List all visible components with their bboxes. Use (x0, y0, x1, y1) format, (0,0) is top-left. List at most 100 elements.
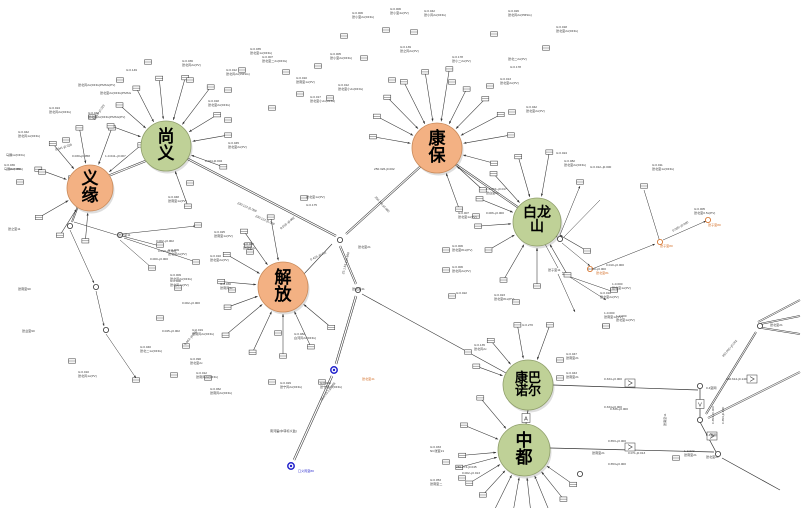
terminal-node-orange (587, 265, 594, 272)
transformer-symbol (513, 322, 522, 328)
transformer-symbol (442, 459, 450, 465)
edge (243, 231, 268, 266)
transformer-symbol (373, 113, 381, 119)
edge-label: G:0.036 张北风2x(PV) (182, 59, 201, 67)
transformer-symbol (388, 77, 396, 83)
flow-direction-marker (746, 374, 758, 384)
edge-label: 1-0.000 张北变1x(PV) (612, 282, 631, 290)
hub-node-中都[interactable] (497, 423, 552, 479)
edge-label: 张南变21 (592, 451, 605, 455)
transformer-symbol (610, 287, 618, 293)
edge-label: G:0.013 张北变2x(PV) (500, 77, 519, 85)
hub-node-康保[interactable] (411, 122, 464, 176)
edge-label: G:0.019 张南风2x(DFIG) (192, 328, 214, 336)
edge-label: G:0.026 张北风2x(PMSG) (508, 9, 532, 17)
transformer-symbol (48, 141, 57, 147)
transformer-symbol (421, 69, 429, 75)
edge (534, 475, 549, 508)
edge (292, 375, 332, 460)
transformer-symbol (266, 214, 275, 220)
edge-label: G:0.008 张北风1x(PV) (170, 279, 189, 287)
edge-label: G:0.043 张南变21 (566, 371, 579, 379)
edge-label: G:0.022 (456, 291, 468, 295)
edge (557, 273, 576, 313)
transformer-symbol (81, 238, 90, 244)
transformer-symbol (155, 75, 163, 81)
edge (226, 254, 260, 274)
edge-label: 0.010~j0.000 (158, 249, 176, 253)
edge-label: G:0.029 张宁风2x(DFIG) (280, 381, 302, 389)
edge-label: 0.030+j0.058 (72, 154, 90, 158)
edge (662, 220, 707, 241)
edge-label: 口义周变80 (298, 469, 314, 473)
edge (387, 97, 419, 129)
hub-node-解放[interactable] (257, 261, 310, 315)
transformer-symbol (224, 132, 232, 138)
edge (517, 156, 531, 198)
terminal-node-blue (330, 366, 338, 374)
edge (759, 315, 800, 324)
transformer-symbol (462, 86, 471, 92)
transformer-symbol (512, 299, 520, 305)
transformer-symbol (489, 171, 498, 177)
edge (108, 160, 149, 177)
transformer-symbol (268, 379, 276, 385)
junction-node (93, 283, 100, 290)
edge (225, 304, 263, 336)
node-layer: AV (16, 27, 764, 502)
edge (561, 242, 591, 267)
edge (192, 134, 229, 142)
edge (71, 205, 78, 222)
edge (361, 293, 507, 374)
transformer-symbol (479, 492, 487, 498)
transformer-symbol (455, 464, 464, 470)
hub-node-尚义[interactable] (140, 120, 193, 174)
transformer-symbol (496, 111, 505, 117)
transformer-symbol (542, 45, 550, 51)
hub-node-义缘[interactable] (66, 164, 115, 214)
transformer-symbol (533, 283, 541, 289)
transformer-symbol (192, 259, 200, 265)
flow-direction-marker (624, 442, 636, 452)
transformer-symbol (490, 160, 498, 166)
edge (513, 477, 520, 508)
transformer-symbol (296, 91, 304, 97)
transformer-symbol (360, 55, 368, 61)
transformer-symbol (460, 422, 468, 428)
flow-direction-marker (706, 431, 718, 441)
edge (227, 295, 258, 308)
terminal-node-orange (705, 216, 712, 223)
edge (123, 237, 197, 263)
edge-label: 张南变90 (18, 287, 31, 291)
terminal-node-blue (287, 462, 295, 470)
edge (488, 234, 515, 251)
edge-label: G:0.149 (126, 68, 138, 72)
edge-label: 0.010~j0.000 (606, 263, 624, 267)
edge-label: 张北变81 (596, 271, 609, 275)
svg-text:V: V (698, 403, 702, 409)
transformer-symbol (228, 287, 236, 293)
hub-node-白龙山[interactable] (512, 197, 563, 249)
edge (455, 98, 486, 129)
edge-label: 0.045~j0.002 (162, 329, 180, 333)
edge (762, 327, 801, 334)
edge-label: G:0.012 张北风2x(PMSG) (226, 68, 250, 76)
edge (757, 299, 800, 322)
transformer-symbol (206, 84, 215, 90)
transformer-symbol (186, 180, 194, 186)
transformer-symbol (476, 395, 485, 401)
transformer-symbol (68, 358, 76, 364)
edge-label: G:0.042 张北风1x(DFIG) (18, 130, 40, 138)
edge-label: 1-0.000 张南变1x(PV) (604, 311, 623, 319)
edge (38, 200, 69, 218)
transformer-symbol (35, 215, 43, 220)
edge (455, 163, 520, 208)
transformer-symbol (213, 112, 221, 118)
transformer-symbol (16, 179, 24, 185)
edge-label: 0.334~j0.000 (604, 377, 622, 381)
hub-node-康巴诺尔[interactable] (502, 359, 555, 413)
transformer-symbol (217, 279, 225, 285)
transformer-symbol (240, 228, 248, 234)
transformer-symbol (410, 29, 418, 35)
